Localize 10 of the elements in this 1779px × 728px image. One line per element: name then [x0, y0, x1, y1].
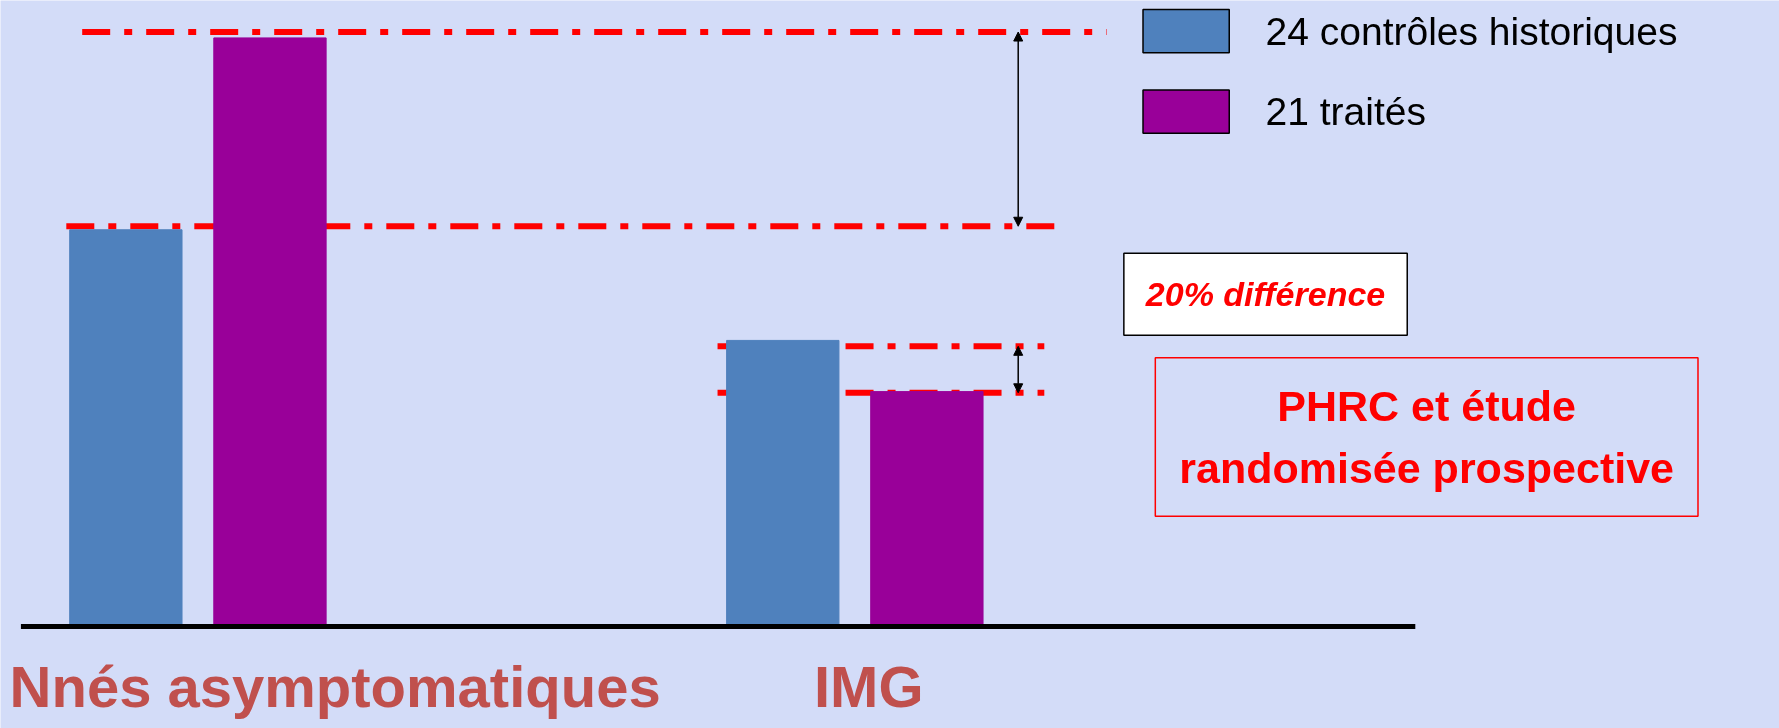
legend-label: 21 traités: [1265, 90, 1426, 134]
bar: [726, 339, 840, 627]
bar: [870, 391, 984, 627]
annotation: PHRC et étude randomisée prospective: [1179, 381, 1675, 493]
annotation: 20% différence: [1144, 275, 1386, 314]
bar: [69, 229, 183, 627]
legend-label: 24 contrôles historiques: [1265, 9, 1678, 53]
x-tick-label: IMG: [813, 654, 924, 720]
bar: [213, 37, 327, 627]
x-tick-label: Nnés asymptomatiques: [9, 654, 661, 720]
